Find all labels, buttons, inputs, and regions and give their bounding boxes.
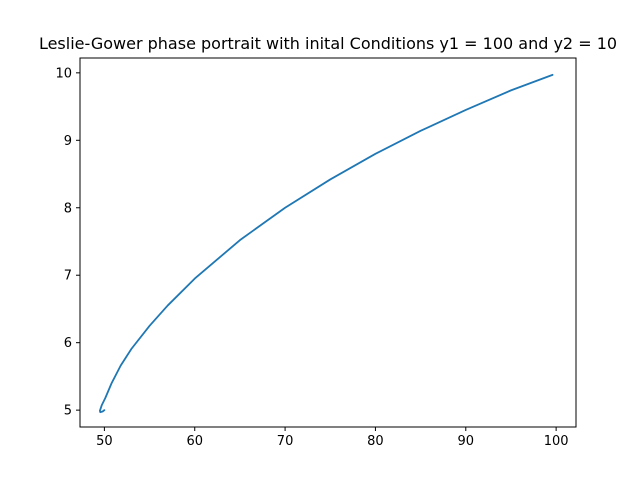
y-tick-label: 9	[64, 134, 72, 149]
y-tick-label: 8	[64, 201, 72, 216]
x-tick-label: 90	[458, 434, 475, 449]
y-tick-label: 6	[64, 336, 72, 351]
x-tick-label: 80	[367, 434, 384, 449]
chart-title: Leslie-Gower phase portrait with inital …	[39, 34, 617, 53]
y-axis: 5 6 7 8 9 10	[55, 66, 80, 419]
y-tick-label: 7	[64, 269, 72, 284]
x-axis: 50 60 70 80 90 100	[96, 427, 569, 449]
x-tick-label: 100	[544, 434, 569, 449]
x-tick-label: 70	[277, 434, 294, 449]
plot-area-frame	[79, 57, 577, 428]
y-tick-label: 5	[64, 404, 72, 419]
y-tick-label: 10	[55, 66, 72, 81]
x-tick-label: 50	[96, 434, 113, 449]
x-tick-label: 60	[186, 434, 203, 449]
series-layer	[98, 73, 554, 414]
series-line-0	[98, 73, 554, 414]
